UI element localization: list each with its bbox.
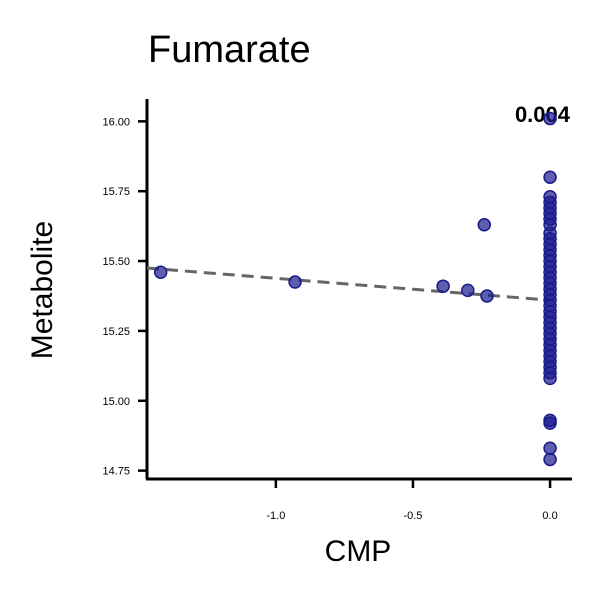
data-point: [436, 279, 450, 293]
y-tick-label: 14.75: [102, 466, 130, 478]
data-point: [543, 452, 557, 467]
data-point: [543, 371, 557, 386]
data-point: [477, 217, 492, 232]
trend-line: [146, 266, 551, 302]
y-tick-label: 15.75: [102, 186, 130, 198]
y-axis-label: Metabolite: [26, 221, 59, 359]
data-point: [461, 283, 475, 298]
y-tick-label: 15.50: [102, 256, 130, 268]
y-tick-label: 15.00: [102, 396, 130, 408]
data-point: [543, 170, 557, 184]
x-tick-label: -1.0: [266, 510, 285, 522]
stat-annotation: 0.004: [515, 102, 571, 127]
data-point: [480, 289, 494, 303]
data-point: [543, 441, 557, 456]
data-point: [288, 275, 302, 289]
chart-title: Fumarate: [148, 29, 311, 71]
ticks-layer: 14.75 15.00 15.25 15.50 15.75 16.00 -1.0 -0.5 0.…: [102, 116, 557, 522]
data-point: [543, 111, 557, 126]
x-tick-label: -0.5: [403, 510, 422, 522]
data-point: [153, 265, 168, 279]
points-layer: [153, 111, 557, 467]
x-axis-label: CMP: [325, 535, 392, 568]
data-point: [543, 416, 557, 430]
y-tick-label: 15.25: [102, 326, 130, 338]
trend-layer: [146, 266, 551, 302]
y-tick-label: 16.00: [102, 116, 130, 128]
x-tick-label: 0.0: [542, 510, 557, 522]
